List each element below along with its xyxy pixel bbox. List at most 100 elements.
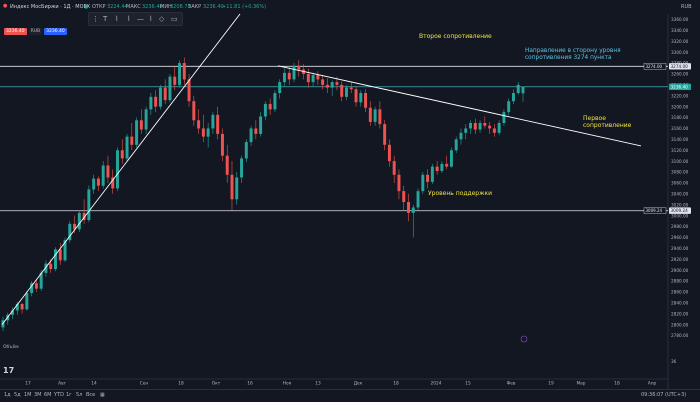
candle-body <box>459 132 463 140</box>
range-ytd[interactable]: YTD <box>54 392 64 398</box>
candle-body <box>297 65 301 70</box>
candle-body <box>325 84 329 88</box>
text-tool-icon[interactable]: T <box>103 15 108 23</box>
candle-body <box>516 84 520 94</box>
y-tick-label: 3320.00 <box>671 39 689 44</box>
candle-body <box>168 76 172 101</box>
candle-body <box>426 174 430 182</box>
marker-tool-icon[interactable]: ⌇ <box>149 15 153 23</box>
candle-body <box>368 107 372 122</box>
candle-body <box>154 96 158 107</box>
candle-body <box>268 103 272 110</box>
x-tick-label: 18 <box>178 381 184 387</box>
candle-body <box>120 150 124 159</box>
candle-body <box>349 87 353 90</box>
candle-body <box>440 163 444 171</box>
candle-body <box>392 161 396 175</box>
y-tick-label: 3180.00 <box>671 115 689 120</box>
y-tick-label: 3040.00 <box>671 191 689 196</box>
rectangle-tool-icon[interactable]: ▭ <box>171 15 178 23</box>
candle-body <box>187 79 191 102</box>
candle-body <box>263 103 267 117</box>
candle-body <box>63 240 67 261</box>
candle-body <box>87 189 91 221</box>
line-tool-icon[interactable]: — <box>137 15 144 23</box>
candle-body <box>125 136 129 159</box>
uptrend-line <box>1 13 241 325</box>
x-tick-label: Дек <box>354 381 363 387</box>
x-tick-label: 19 <box>548 381 554 387</box>
x-tick-label: Фев <box>507 381 516 387</box>
candle-body <box>316 75 320 80</box>
candle-body <box>330 82 334 88</box>
candle-body <box>20 303 24 310</box>
buy-price-box[interactable]: 3236.40 <box>44 28 67 35</box>
direction-annotation-line2: сопротивления 3274 пункта <box>525 55 612 61</box>
y-tick-label: 3060.00 <box>671 181 689 186</box>
candle-body <box>192 101 196 121</box>
y-tick-label: 3160.00 <box>671 126 689 131</box>
currency-label[interactable]: RUB <box>681 4 692 10</box>
y-tick-label: 3000.00 <box>671 213 689 218</box>
symbol-title[interactable]: Индекс МосБиржи · 1Д · MOEX <box>10 4 91 10</box>
y-tick-label: 2800.00 <box>671 322 689 327</box>
ohlc-change: +11.81 (+0.36%) <box>222 4 267 10</box>
drag-handle-icon[interactable]: ⋮ <box>92 15 99 23</box>
candle-body <box>497 123 501 133</box>
volume-indicator-label[interactable]: Объём <box>3 345 19 350</box>
first-resistance-annotation-line2: сопротивление <box>583 122 632 129</box>
x-tick-label: Окт <box>212 381 221 387</box>
range-3m[interactable]: 3М <box>34 392 42 398</box>
bottom-toolbar: 1д 5д 1М 3М 6М YTD 1г 5л Все ▦ 09:36:07 … <box>0 389 700 402</box>
x-tick-label: 16 <box>247 381 253 387</box>
y-tick-label: 2820.00 <box>671 311 689 316</box>
x-tick-label: Апр <box>648 381 657 387</box>
candle-body <box>139 120 143 130</box>
candle-body <box>111 177 115 189</box>
tradingview-logo[interactable]: 17 <box>3 366 15 375</box>
y-tick-label: 3080.00 <box>671 170 689 175</box>
y-tick-label: 3300.00 <box>671 50 689 55</box>
ohlc-open-label: ОТКР <box>92 4 106 10</box>
candle-body <box>421 174 425 192</box>
support-line-tag-label: 3009.24 <box>646 208 663 213</box>
candle-body <box>278 82 282 94</box>
y-tick-label: 3120.00 <box>671 148 689 153</box>
range-1y[interactable]: 1г <box>66 392 72 398</box>
candle-body <box>287 72 291 80</box>
support-line-tag <box>643 207 667 214</box>
candle-body <box>235 177 239 200</box>
y-tick-label: 3360.00 <box>671 17 689 22</box>
calendar-icon[interactable]: ▦ <box>100 392 105 398</box>
candle-body <box>34 283 38 289</box>
candle-body <box>254 128 258 134</box>
candle-body <box>483 123 487 126</box>
x-tick-label: 2024 <box>431 381 442 387</box>
candle-body <box>492 128 496 133</box>
y-tick-label: 2780.00 <box>671 333 689 338</box>
pen-tool-icon[interactable]: ⌇ <box>127 15 131 23</box>
candle-body <box>511 93 515 102</box>
range-1m[interactable]: 1М <box>24 392 32 398</box>
y-tick-label: 2860.00 <box>671 290 689 295</box>
y-tick-label: 2980.00 <box>671 224 689 229</box>
y-tick-label: 3340.00 <box>671 28 689 33</box>
downtrend-resistance-line <box>277 65 642 147</box>
candle-body <box>397 174 401 192</box>
shape-tool-icon[interactable]: ◇ <box>159 15 165 23</box>
candle-body <box>220 133 224 156</box>
direction-annotation-line1: Направление в сторону уровня <box>525 48 621 54</box>
price-chart[interactable]: 3360.003340.003320.003300.003280.003260.… <box>0 0 700 389</box>
candle-body <box>49 263 53 270</box>
candle-body <box>58 249 62 261</box>
candle-body <box>373 109 377 122</box>
range-6m[interactable]: 6М <box>44 392 52 398</box>
range-5d[interactable]: 5д <box>14 392 21 398</box>
range-1d[interactable]: 1д <box>4 392 11 398</box>
sell-price-box[interactable]: 3236.40 <box>4 28 27 35</box>
x-tick-label: Ноя <box>283 381 292 387</box>
brush-tool-icon[interactable]: ⌇ <box>115 15 119 23</box>
range-all[interactable]: Все <box>86 392 96 398</box>
candle-body <box>292 65 296 80</box>
range-5y[interactable]: 5л <box>76 392 83 398</box>
